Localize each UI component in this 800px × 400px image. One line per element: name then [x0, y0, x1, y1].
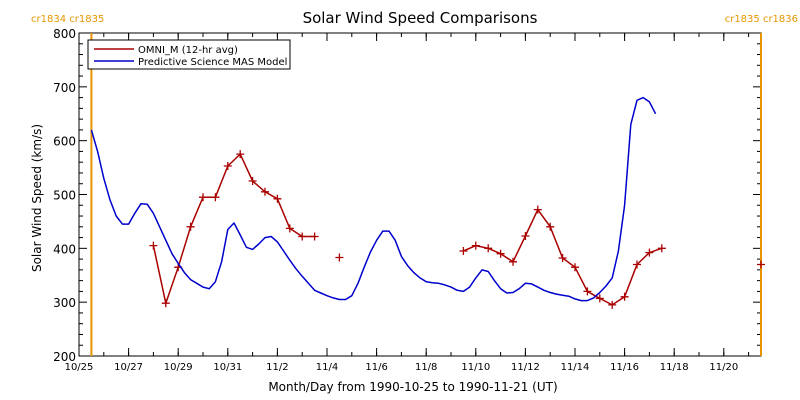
omni-data-point — [484, 244, 493, 253]
x-tick-label: 11/16 — [610, 362, 639, 373]
omni-data-point — [558, 254, 567, 262]
y-tick-label: 700 — [53, 81, 76, 95]
x-tick-label: 11/2 — [266, 362, 288, 373]
omni-data-point — [571, 263, 579, 272]
mas-model-series-line — [90, 96, 657, 302]
plot-area-border — [78, 32, 762, 357]
omni-data-point — [620, 292, 629, 301]
omni-data-point — [459, 247, 468, 255]
omni-data-point — [310, 232, 319, 241]
omni-data-point — [149, 241, 158, 250]
omni-data-point — [757, 260, 765, 269]
omni-series-line — [152, 152, 315, 306]
omni-data-point — [608, 300, 617, 309]
chart-title: Solar Wind Speed Comparisons — [303, 9, 538, 27]
omni-data-point — [273, 194, 282, 203]
y-tick-label: 300 — [53, 296, 76, 310]
omni-data-point — [496, 249, 505, 258]
x-tick-label: 11/6 — [365, 362, 387, 373]
y-tick-label: 400 — [53, 242, 76, 256]
x-tick-label: 10/29 — [164, 362, 193, 373]
y-tick-label: 800 — [53, 27, 76, 41]
data-series — [90, 96, 765, 309]
x-tick-label: 11/14 — [561, 362, 590, 373]
rotation-marker-label: cr1834 cr1835 — [31, 14, 104, 25]
x-tick-label: 11/10 — [461, 362, 490, 373]
y-tick-label: 600 — [53, 135, 76, 149]
omni-data-point — [211, 193, 220, 202]
x-tick-label: 11/18 — [660, 362, 689, 373]
omni-data-point — [509, 257, 517, 266]
x-tick-label: 10/25 — [65, 362, 94, 373]
omni-data-point — [285, 224, 294, 233]
omni-data-point — [595, 294, 604, 303]
x-axis-ticks: 10/25 10/27 10/29 10/31 11/2 11/4 11/6 11/8 11/1… — [65, 33, 750, 373]
x-tick-label: 11/12 — [511, 362, 540, 373]
rotation-marker-label: cr1835 cr1836 — [725, 14, 798, 25]
omni-data-point — [261, 187, 269, 196]
omni-data-point — [161, 299, 170, 308]
x-axis-label: Month/Day from 1990-10-25 to 1990-11-21 … — [268, 380, 557, 394]
omni-data-point — [248, 177, 257, 185]
legend-entry: OMNI_M (12-hr avg) — [138, 45, 238, 56]
omni-data-point — [471, 241, 480, 250]
plot-frame — [78, 32, 762, 357]
legend-box — [87, 39, 291, 70]
omni-data-point — [583, 287, 592, 296]
rotation-markers: cr1834 cr1835 cr1835 cr1836 — [31, 14, 798, 356]
omni-data-point — [546, 222, 555, 231]
omni-data-point — [657, 244, 666, 253]
omni-data-point — [521, 232, 530, 240]
omni-data-point — [298, 232, 307, 241]
x-tick-label: 10/27 — [114, 362, 143, 373]
x-tick-label: 10/31 — [213, 362, 242, 373]
omni-data-point — [645, 248, 654, 257]
omni-data-point — [186, 222, 195, 231]
omni-data-point — [633, 260, 641, 269]
omni-data-point — [223, 162, 232, 170]
x-tick-label: 11/8 — [415, 362, 437, 373]
omni-data-point — [533, 205, 542, 214]
legend: OMNI_M (12-hr avg)Predictive Science MAS… — [87, 39, 291, 70]
y-axis-ticks: 200 300 400 500 600 700 800 — [53, 27, 761, 364]
y-tick-label: 500 — [53, 189, 76, 203]
omni-data-point — [236, 150, 245, 159]
x-tick-label: 11/20 — [709, 362, 738, 373]
omni-data-point — [335, 253, 344, 262]
omni-data-point — [199, 193, 207, 202]
x-tick-label: 11/4 — [316, 362, 338, 373]
y-tick-label: 200 — [53, 350, 76, 364]
legend-entry: Predictive Science MAS Model — [138, 57, 287, 68]
y-axis-label: Solar Wind Speed (km/s) — [30, 124, 44, 272]
